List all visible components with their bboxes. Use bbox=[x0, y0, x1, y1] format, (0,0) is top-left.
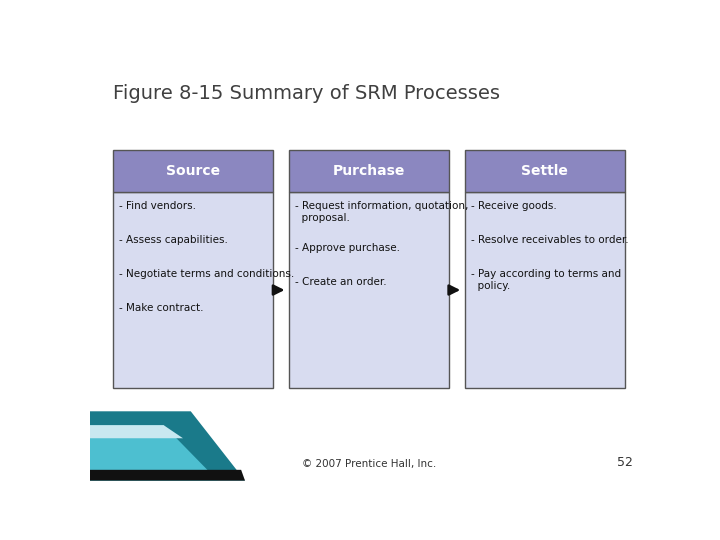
Text: Purchase: Purchase bbox=[333, 164, 405, 178]
Bar bbox=[113, 150, 274, 192]
Polygon shape bbox=[90, 425, 218, 481]
Text: Settle: Settle bbox=[521, 164, 568, 178]
Text: - Find vendors.: - Find vendors. bbox=[120, 201, 197, 211]
Text: - Make contract.: - Make contract. bbox=[120, 303, 204, 313]
Polygon shape bbox=[90, 425, 183, 438]
Text: - Receive goods.: - Receive goods. bbox=[471, 201, 557, 211]
Polygon shape bbox=[90, 470, 245, 481]
Polygon shape bbox=[90, 411, 245, 481]
Bar bbox=[464, 150, 625, 192]
Text: Figure 8-15 Summary of SRM Processes: Figure 8-15 Summary of SRM Processes bbox=[113, 84, 500, 103]
Text: © 2007 Prentice Hall, Inc.: © 2007 Prentice Hall, Inc. bbox=[302, 459, 436, 469]
Text: 52: 52 bbox=[616, 456, 632, 469]
Bar bbox=[464, 192, 625, 388]
Bar bbox=[289, 150, 449, 192]
Text: - Negotiate terms and conditions.: - Negotiate terms and conditions. bbox=[120, 269, 294, 279]
Bar bbox=[289, 192, 449, 388]
Text: - Request information, quotation,
  proposal.: - Request information, quotation, propos… bbox=[295, 201, 469, 224]
Text: - Pay according to terms and
  policy.: - Pay according to terms and policy. bbox=[471, 269, 621, 291]
Text: Source: Source bbox=[166, 164, 220, 178]
Text: - Assess capabilities.: - Assess capabilities. bbox=[120, 235, 228, 245]
Bar bbox=[113, 192, 274, 388]
Text: - Create an order.: - Create an order. bbox=[295, 278, 387, 287]
Text: - Approve purchase.: - Approve purchase. bbox=[295, 244, 400, 253]
Text: - Resolve receivables to order.: - Resolve receivables to order. bbox=[471, 235, 629, 245]
